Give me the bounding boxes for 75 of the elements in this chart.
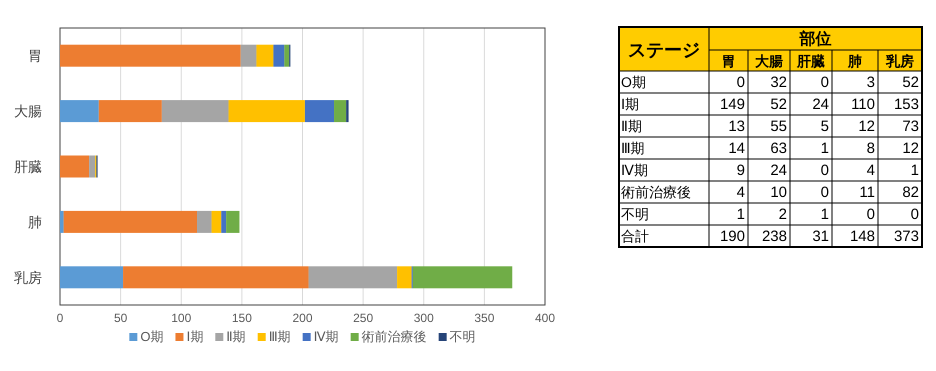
y-tick-label: Ⅳ期 xyxy=(621,162,648,178)
x-tick-label: 大腸 xyxy=(755,53,783,69)
data-label: 52 xyxy=(770,96,787,113)
x-tick-label: 肺 xyxy=(847,53,862,69)
y-tick-label: 肝臓 xyxy=(14,158,42,174)
x-tick-label: 200 xyxy=(292,311,313,325)
data-label: 238 xyxy=(762,228,787,245)
y-tick-label: 肺 xyxy=(28,214,42,230)
data-label: 32 xyxy=(770,74,787,91)
data-label: 12 xyxy=(902,140,919,157)
y-tick-label: Ⅲ期 xyxy=(621,140,645,156)
legend-label: 術前治療後 xyxy=(362,329,427,344)
x-tick-label: 400 xyxy=(534,311,556,325)
y-tick-label: O期 xyxy=(621,74,646,90)
data-label: 1 xyxy=(910,162,919,179)
y-tick-label: 合計 xyxy=(621,228,649,244)
data-label: 5 xyxy=(820,118,829,135)
y-tick-label: Ⅱ期 xyxy=(621,118,642,134)
data-label: 1 xyxy=(820,206,829,223)
y-axis-title: ステージ xyxy=(628,40,700,60)
data-label: 1 xyxy=(736,206,745,223)
data-label: 0 xyxy=(820,184,829,201)
data-label: 2 xyxy=(778,206,787,223)
legend-label: Ⅰ期 xyxy=(186,329,204,344)
data-label: 55 xyxy=(770,118,787,135)
legend-label: 不明 xyxy=(450,329,476,344)
data-label: 24 xyxy=(812,96,829,113)
x-tick-label: 100 xyxy=(171,311,192,325)
x-tick-label: 300 xyxy=(414,311,434,325)
legend-label: Ⅲ期 xyxy=(268,329,291,344)
data-label: 0 xyxy=(910,206,919,223)
x-tick-label: 250 xyxy=(353,311,374,325)
data-label: 82 xyxy=(902,184,919,201)
x-tick-label: 乳房 xyxy=(885,53,914,69)
data-label: 73 xyxy=(902,118,919,135)
legend-label: O期 xyxy=(140,329,164,344)
data-label: 31 xyxy=(812,228,829,245)
x-tick-label: 肝臓 xyxy=(796,53,825,69)
data-label: 24 xyxy=(770,162,787,179)
x-tick-label: 0 xyxy=(56,311,64,325)
x-tick-label: 50 xyxy=(114,311,128,325)
data-label: 110 xyxy=(851,96,875,113)
x-tick-label: 150 xyxy=(232,311,252,325)
x-tick-label: 350 xyxy=(474,311,495,325)
y-tick-label: 乳房 xyxy=(14,269,42,286)
data-label: 52 xyxy=(902,74,919,91)
data-label: 153 xyxy=(894,96,919,113)
legend-label: Ⅳ期 xyxy=(314,329,339,344)
data-label: 4 xyxy=(736,184,745,201)
data-label: 9 xyxy=(736,162,745,179)
data-label: 13 xyxy=(728,118,745,135)
data-label: 14 xyxy=(728,140,745,157)
data-label: 373 xyxy=(894,228,919,245)
data-label: 0 xyxy=(820,162,829,179)
data-label: 8 xyxy=(866,140,875,157)
x-tick-label: 胃 xyxy=(722,53,736,69)
data-label: 0 xyxy=(866,206,875,223)
y-tick-label: 大腸 xyxy=(14,103,42,120)
data-label: 0 xyxy=(736,74,745,91)
data-label: 63 xyxy=(770,140,787,157)
data-label: 10 xyxy=(770,184,787,201)
data-label: 11 xyxy=(859,184,875,201)
x-axis-title: 部位 xyxy=(798,30,832,48)
data-label: 4 xyxy=(866,162,875,179)
data-label: 0 xyxy=(820,74,829,91)
data-label: 3 xyxy=(866,74,875,91)
data-label: 1 xyxy=(820,140,829,157)
legend-label: Ⅱ期 xyxy=(226,329,246,344)
data-label: 149 xyxy=(720,96,745,113)
y-tick-label: 不明 xyxy=(621,206,649,222)
y-tick-label: 術前治療後 xyxy=(621,184,691,200)
y-tick-label: Ⅰ期 xyxy=(621,96,640,112)
data-label: 12 xyxy=(858,118,875,135)
data-label: 148 xyxy=(850,228,875,245)
data-label: 190 xyxy=(720,228,745,245)
